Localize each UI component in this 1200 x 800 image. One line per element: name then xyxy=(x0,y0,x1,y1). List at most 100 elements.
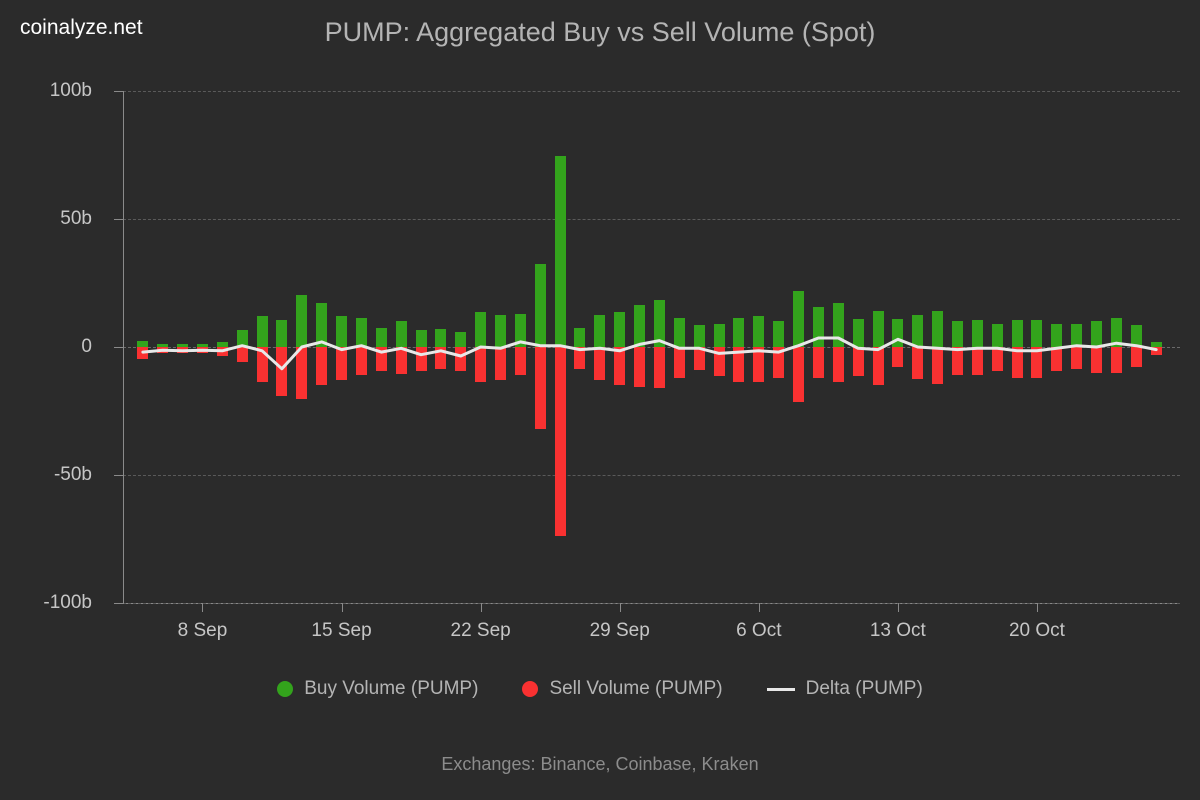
legend-label: Delta (PUMP) xyxy=(805,678,923,699)
buy-volume-bar xyxy=(1051,323,1063,347)
sell-volume-bar xyxy=(693,347,705,371)
y-tick-mark xyxy=(114,91,124,92)
buy-volume-bar xyxy=(316,303,328,347)
site-brand: coinalyze.net xyxy=(20,16,143,39)
sell-volume-bar xyxy=(395,347,407,374)
buy-volume-bar xyxy=(713,323,725,347)
buy-volume-bar xyxy=(256,316,268,347)
sell-volume-bar xyxy=(157,347,169,354)
buy-volume-bar xyxy=(653,299,665,347)
buy-volume-bar xyxy=(375,327,387,347)
buy-volume-bar xyxy=(336,316,348,347)
sell-volume-bar xyxy=(435,347,447,369)
buy-volume-bar xyxy=(435,329,447,347)
sell-volume-bar xyxy=(475,347,487,382)
buy-volume-bar xyxy=(912,315,924,347)
legend-item-buy-volume[interactable]: Buy Volume (PUMP) xyxy=(277,678,478,700)
buy-volume-bar xyxy=(1110,317,1122,347)
buy-volume-bar xyxy=(614,312,626,347)
sell-volume-bar xyxy=(1150,347,1162,355)
sell-volume-bar xyxy=(812,347,824,378)
x-axis-label: 22 Sep xyxy=(450,620,511,641)
legend-label: Buy Volume (PUMP) xyxy=(304,678,479,699)
sell-volume-bar xyxy=(256,347,268,382)
sell-volume-bar xyxy=(1051,347,1063,372)
sell-volume-bar xyxy=(991,347,1003,372)
sell-volume-bar xyxy=(653,347,665,388)
buy-volume-bar xyxy=(1091,321,1103,347)
sell-volume-bar xyxy=(713,347,725,377)
x-tick-mark xyxy=(897,603,899,612)
buy-volume-bar xyxy=(693,325,705,347)
page-title: PUMP: Aggregated Buy vs Sell Volume (Spo… xyxy=(324,17,876,47)
buy-volume-bar xyxy=(534,263,546,347)
y-axis-label: -100b xyxy=(43,592,92,613)
plot-area xyxy=(123,91,1180,604)
gridline--100b xyxy=(123,603,1180,604)
buy-volume-bar xyxy=(673,317,685,347)
x-axis-label: 8 Sep xyxy=(177,620,228,641)
sell-volume-bar xyxy=(276,347,288,396)
buy-volume-bar xyxy=(773,321,785,347)
x-tick-mark xyxy=(480,603,482,612)
sell-volume-bar xyxy=(872,347,884,386)
y-tick-mark xyxy=(114,219,124,220)
buy-volume-bar xyxy=(296,294,308,347)
exchanges-note: Exchanges: Binance, Coinbase, Kraken xyxy=(441,754,759,774)
buy-volume-bar xyxy=(236,330,248,347)
legend-circle-icon xyxy=(522,681,539,697)
y-axis-label: 50b xyxy=(60,208,92,229)
sell-volume-bar xyxy=(793,347,805,403)
x-tick-mark xyxy=(758,603,760,612)
x-axis-label: 15 Sep xyxy=(311,620,372,641)
sell-volume-bar xyxy=(375,347,387,372)
buy-volume-bar xyxy=(951,321,963,347)
sell-volume-bar xyxy=(236,347,248,363)
sell-volume-bar xyxy=(316,347,328,386)
y-axis-label: 0 xyxy=(81,336,92,357)
sell-volume-bar xyxy=(355,347,367,376)
sell-volume-bar xyxy=(932,347,944,385)
buy-volume-bar xyxy=(1071,323,1083,347)
buy-volume-bar xyxy=(514,313,526,347)
buy-volume-bar xyxy=(554,156,566,347)
sell-volume-bar xyxy=(336,347,348,381)
sell-volume-bar xyxy=(1091,347,1103,373)
sell-volume-bar xyxy=(1031,347,1043,378)
sell-volume-bar xyxy=(673,347,685,378)
x-tick-mark xyxy=(1036,603,1038,612)
buy-volume-bar xyxy=(872,311,884,347)
sell-volume-bar xyxy=(733,347,745,382)
y-tick-mark xyxy=(114,347,124,348)
sell-volume-bar xyxy=(1071,347,1083,369)
buy-volume-bar xyxy=(455,331,467,347)
y-tick-mark xyxy=(114,603,124,604)
buy-volume-bar xyxy=(355,317,367,347)
buy-volume-bar xyxy=(932,311,944,347)
gridline-100b xyxy=(123,91,1180,92)
gridline-50b xyxy=(123,219,1180,220)
sell-volume-bar xyxy=(832,347,844,382)
buy-volume-bar xyxy=(634,304,646,347)
sell-volume-bar xyxy=(455,347,467,372)
sell-volume-bar xyxy=(1011,347,1023,378)
legend-circle-icon xyxy=(277,681,294,697)
legend-item-sell-volume[interactable]: Sell Volume (PUMP) xyxy=(522,678,723,700)
buy-volume-bar xyxy=(495,315,506,347)
y-tick-mark xyxy=(114,475,124,476)
legend-item-delta[interactable]: Delta (PUMP) xyxy=(766,678,923,700)
sell-volume-bar xyxy=(1130,347,1142,368)
chart-legend: Buy Volume (PUMP) Sell Volume (PUMP) Delta… xyxy=(0,678,1200,700)
sell-volume-bar xyxy=(892,347,904,368)
buy-volume-bar xyxy=(395,321,407,347)
buy-volume-bar xyxy=(1031,320,1043,347)
sell-volume-bar xyxy=(296,347,308,400)
x-axis-label: 20 Oct xyxy=(1008,620,1065,641)
gridline--50b xyxy=(123,475,1180,476)
buy-volume-bar xyxy=(733,317,745,347)
buy-volume-bar xyxy=(812,307,824,347)
y-axis-label: -50b xyxy=(53,464,92,485)
x-axis-label: 6 Oct xyxy=(736,620,782,641)
sell-volume-bar xyxy=(534,347,546,429)
